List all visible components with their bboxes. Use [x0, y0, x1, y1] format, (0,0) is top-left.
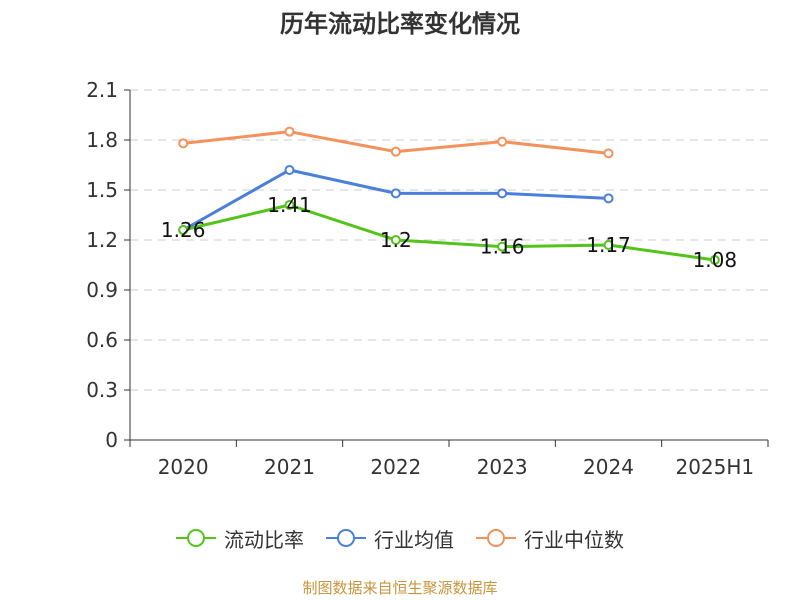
x-tick-label: 2021 [264, 455, 315, 479]
legend-marker-industry-median [476, 528, 516, 548]
legend-label-current-ratio: 流动比率 [224, 527, 304, 552]
data-point [284, 200, 295, 210]
data-point [390, 146, 401, 157]
legend-item-industry-mean[interactable]: 行业均值 [326, 524, 454, 553]
data-point [390, 235, 401, 245]
legend-marker-current-ratio [176, 528, 216, 548]
x-tick-label: 2023 [477, 455, 528, 479]
y-tick-label: 0 [105, 428, 118, 452]
y-tick-label: 0.9 [86, 278, 118, 302]
legend-item-current-ratio[interactable]: 流动比率 [176, 524, 304, 553]
y-tick-label: 1.5 [86, 178, 118, 202]
data-point [603, 240, 614, 250]
legend-item-industry-median[interactable]: 行业中位数 [476, 524, 624, 553]
data-point [284, 126, 295, 137]
y-tick-label: 0.3 [86, 378, 118, 402]
data-point [497, 188, 508, 199]
series-line [182, 168, 609, 232]
y-tick-label: 2.1 [86, 78, 118, 102]
data-point [390, 188, 401, 199]
x-tick-label: 2020 [158, 455, 209, 479]
series-line [182, 203, 716, 262]
data-label: 1.41 [267, 193, 312, 217]
data-point [178, 225, 189, 235]
chart-title: 历年流动比率变化情况 [280, 10, 520, 38]
data-source-note: 制图数据来自恒生聚源数据库 [302, 579, 498, 597]
x-tick-label: 2025H1 [675, 455, 754, 479]
y-tick-label: 1.2 [86, 228, 118, 252]
data-point [497, 241, 508, 252]
legend-marker-industry-mean [326, 528, 366, 548]
data-point [603, 148, 614, 159]
y-tick-label: 0.6 [86, 328, 118, 352]
data-point [709, 255, 720, 265]
data-label: 1.26 [161, 218, 206, 242]
data-label: 1.08 [693, 248, 738, 272]
data-label: 1.2 [380, 228, 412, 252]
data-point [603, 193, 614, 204]
x-tick-label: 2022 [370, 455, 421, 479]
data-label: 1.17 [586, 233, 631, 257]
legend[interactable]: 流动比率 行业均值 行业中位数 [0, 520, 800, 556]
x-tick-label: 2024 [583, 455, 634, 479]
legend-label-industry-median: 行业中位数 [524, 527, 624, 552]
data-point [497, 136, 508, 147]
data-point [284, 165, 295, 175]
data-label: 1.16 [480, 235, 525, 259]
y-tick-label: 1.8 [86, 128, 118, 152]
data-point [178, 138, 189, 149]
legend-label-industry-mean: 行业均值 [374, 527, 454, 552]
